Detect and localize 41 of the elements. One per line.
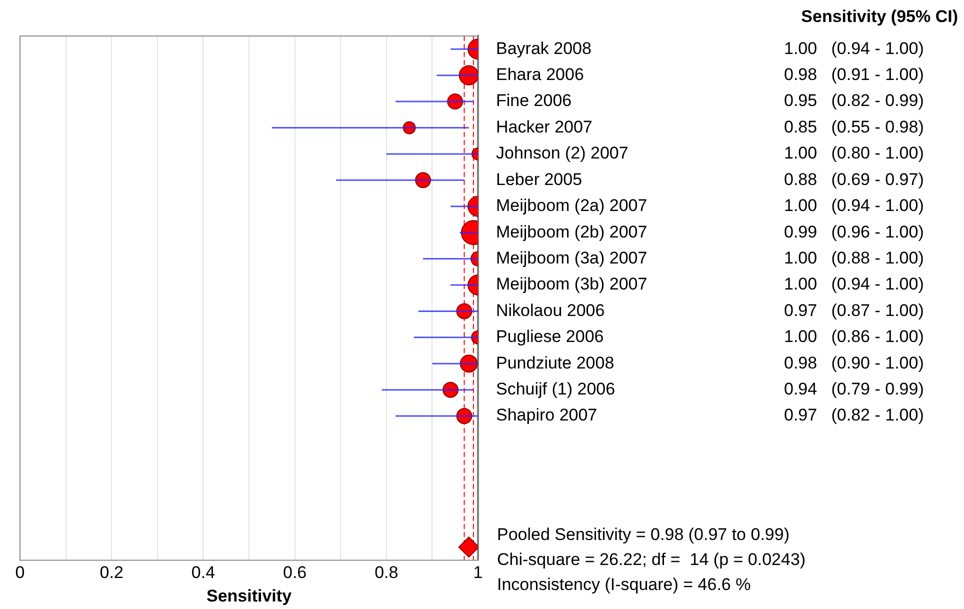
x-tick-label: 0.4 bbox=[191, 563, 216, 582]
y-tick-label: Meijboom (3b) 2007 bbox=[496, 274, 648, 294]
x-tick-label: 0.8 bbox=[374, 563, 398, 582]
x-tick-label: 1 bbox=[473, 563, 483, 582]
y-tick-label: Shapiro 2007 bbox=[496, 406, 598, 425]
y-tick-label: Fine 2006 bbox=[496, 91, 572, 110]
y-tick-label: Pugliese 2006 bbox=[496, 327, 604, 346]
y-tick-label: Leber 2005 bbox=[496, 170, 582, 189]
data-label: 0.88 (0.69 - 0.97) bbox=[784, 170, 924, 189]
y-tick-label: Nikolaou 2006 bbox=[496, 300, 605, 320]
data-label: 0.98 (0.90 - 1.00) bbox=[784, 353, 924, 372]
data-label: 0.85 (0.55 - 0.98) bbox=[784, 117, 924, 136]
y-tick-label: Hacker 2007 bbox=[496, 117, 592, 136]
data-label: 1.00 (0.94 - 1.00) bbox=[784, 274, 924, 294]
data-label: 0.94 (0.79 - 0.99) bbox=[784, 380, 924, 399]
data-label: 0.99 (0.96 - 1.00) bbox=[784, 222, 924, 242]
data-label: 0.98 (0.91 - 1.00) bbox=[784, 65, 924, 84]
data-label: 1.00 (0.80 - 1.00) bbox=[784, 144, 924, 163]
data-label: 0.97 (0.87 - 1.00) bbox=[784, 300, 924, 320]
x-tick-label: 0 bbox=[15, 563, 25, 582]
x-tick-label: 0.2 bbox=[100, 563, 124, 582]
y-tick-label: Ehara 2006 bbox=[496, 65, 584, 84]
text: Chi-square = 26.22; df = 14 (p = 0.0243) bbox=[497, 550, 806, 570]
y-tick-label: Johnson (2) 2007 bbox=[496, 144, 628, 163]
data-label: 1.00 (0.88 - 1.00) bbox=[784, 248, 924, 268]
data-label: 1.00 (0.94 - 1.00) bbox=[784, 38, 924, 58]
text: Sensitivity (95% CI) bbox=[801, 7, 958, 27]
y-tick-label: Bayrak 2008 bbox=[496, 38, 592, 58]
x-tick-label: 0.6 bbox=[282, 563, 307, 582]
data-label: 0.95 (0.82 - 0.99) bbox=[784, 91, 924, 110]
data-label: 1.00 (0.94 - 1.00) bbox=[784, 196, 924, 216]
data-label: 1.00 (0.86 - 1.00) bbox=[784, 327, 924, 346]
y-tick-label: Pundziute 2008 bbox=[496, 353, 614, 372]
y-tick-label: Meijboom (2b) 2007 bbox=[496, 222, 648, 242]
y-tick-label: Meijboom (2a) 2007 bbox=[496, 196, 648, 216]
data-label: 0.97 (0.82 - 1.00) bbox=[784, 406, 924, 425]
text: Inconsistency (I-square) = 46.6 % bbox=[497, 575, 751, 595]
text: Pooled Sensitivity = 0.98 (0.97 to 0.99) bbox=[497, 525, 790, 545]
x-axis-title: Sensitivity bbox=[206, 586, 292, 606]
y-tick-label: Schuijf (1) 2006 bbox=[496, 380, 616, 399]
y-tick-label: Meijboom (3a) 2007 bbox=[496, 248, 648, 268]
